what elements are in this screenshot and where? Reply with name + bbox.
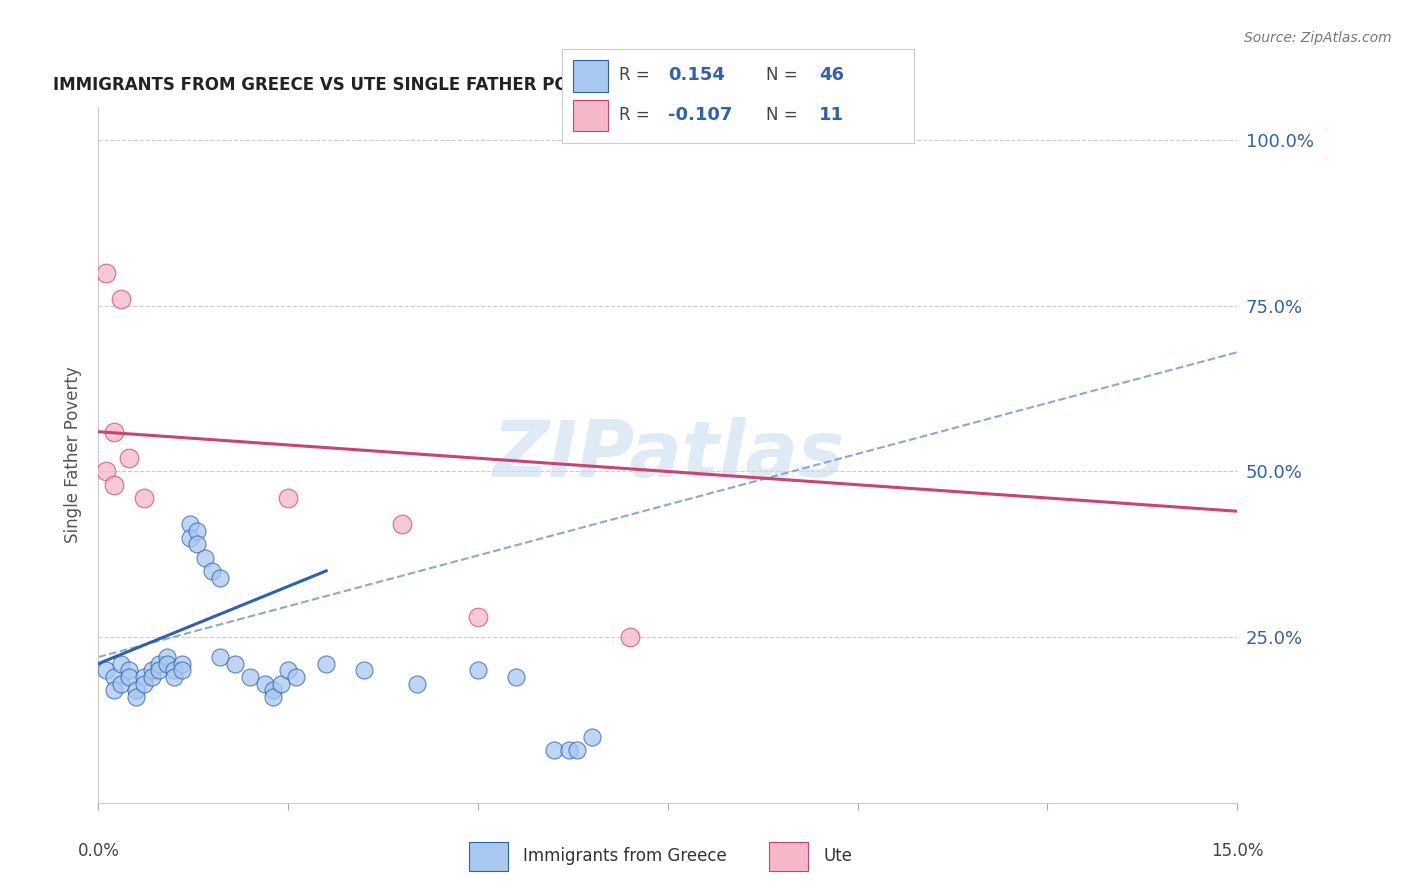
Point <box>148 657 170 671</box>
Point <box>224 657 246 671</box>
Point <box>353 663 375 677</box>
Text: 15.0%: 15.0% <box>1211 842 1264 860</box>
Point <box>110 657 132 671</box>
Point <box>277 491 299 505</box>
Point <box>163 663 186 677</box>
Point <box>103 477 125 491</box>
Point <box>558 743 581 757</box>
Point <box>406 676 429 690</box>
FancyBboxPatch shape <box>769 842 808 871</box>
Point <box>262 683 284 698</box>
Point <box>156 650 179 665</box>
Point <box>467 610 489 624</box>
Point <box>118 451 141 466</box>
Text: IMMIGRANTS FROM GREECE VS UTE SINGLE FATHER POVERTY CORRELATION CHART: IMMIGRANTS FROM GREECE VS UTE SINGLE FAT… <box>53 77 832 95</box>
Point <box>284 670 307 684</box>
Point <box>103 425 125 439</box>
Point <box>619 630 641 644</box>
Point <box>132 676 155 690</box>
Point <box>141 663 163 677</box>
Point <box>179 531 201 545</box>
Point <box>110 292 132 306</box>
Point <box>156 657 179 671</box>
Point <box>170 663 193 677</box>
Text: Source: ZipAtlas.com: Source: ZipAtlas.com <box>1244 31 1392 45</box>
Point <box>125 690 148 704</box>
Text: 46: 46 <box>818 66 844 84</box>
Point <box>170 657 193 671</box>
Text: 11: 11 <box>818 105 844 124</box>
Point <box>270 676 292 690</box>
FancyBboxPatch shape <box>574 100 609 131</box>
Point <box>239 670 262 684</box>
Text: 0.0%: 0.0% <box>77 842 120 860</box>
Point <box>581 730 603 744</box>
Point <box>118 670 141 684</box>
Point <box>148 663 170 677</box>
FancyBboxPatch shape <box>574 61 609 92</box>
Text: 0.154: 0.154 <box>668 66 724 84</box>
Point <box>125 683 148 698</box>
Point <box>94 663 117 677</box>
Point <box>262 690 284 704</box>
Text: R =: R = <box>619 66 650 84</box>
Point <box>391 517 413 532</box>
Point <box>194 550 217 565</box>
Point <box>186 537 208 551</box>
Text: N =: N = <box>766 66 797 84</box>
Point <box>110 676 132 690</box>
Text: N =: N = <box>766 105 797 124</box>
Point <box>565 743 588 757</box>
Point <box>315 657 337 671</box>
Point <box>141 670 163 684</box>
Point <box>103 670 125 684</box>
Point <box>505 670 527 684</box>
Point <box>94 465 117 479</box>
Point <box>132 491 155 505</box>
Text: Ute: Ute <box>824 847 852 865</box>
Text: R =: R = <box>619 105 650 124</box>
Point <box>94 266 117 280</box>
Point <box>208 570 231 584</box>
Point <box>163 670 186 684</box>
Point <box>277 663 299 677</box>
Point <box>201 564 224 578</box>
Point <box>103 683 125 698</box>
Point <box>543 743 565 757</box>
Point <box>254 676 277 690</box>
FancyBboxPatch shape <box>470 842 509 871</box>
Y-axis label: Single Father Poverty: Single Father Poverty <box>65 367 83 543</box>
Point <box>118 663 141 677</box>
Point <box>179 517 201 532</box>
Text: ZIPatlas: ZIPatlas <box>492 417 844 493</box>
Point <box>186 524 208 538</box>
Point <box>132 670 155 684</box>
Text: Immigrants from Greece: Immigrants from Greece <box>523 847 727 865</box>
Point <box>208 650 231 665</box>
Text: -0.107: -0.107 <box>668 105 733 124</box>
Point <box>467 663 489 677</box>
